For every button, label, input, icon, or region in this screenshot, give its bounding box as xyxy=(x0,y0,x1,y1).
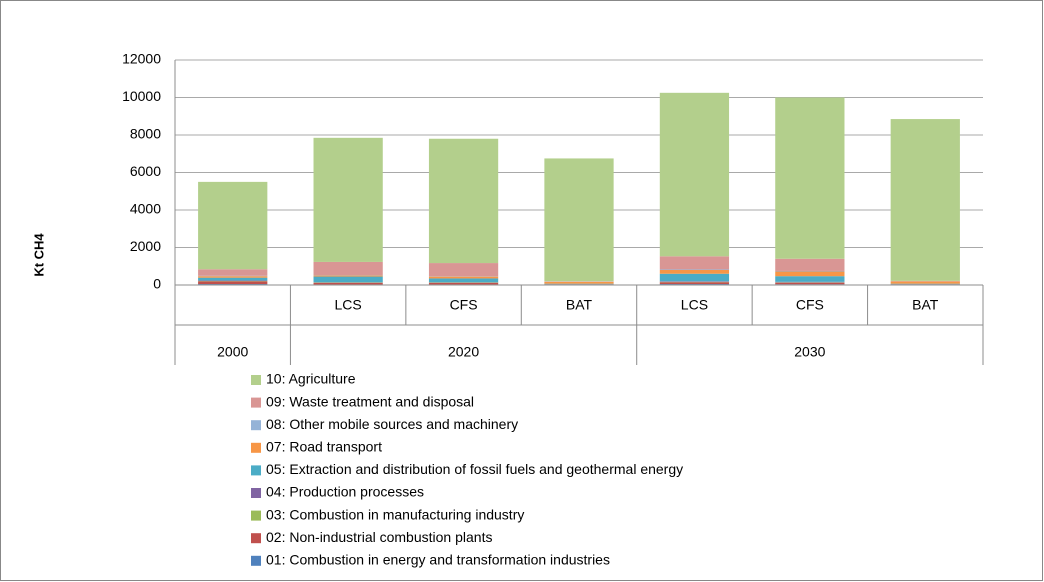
bar-segment xyxy=(428,276,499,279)
bar-segment xyxy=(544,158,614,282)
bar-segment xyxy=(775,271,845,277)
legend-swatch xyxy=(251,442,261,453)
y-tick-label: 10000 xyxy=(122,88,161,104)
legend-swatch xyxy=(251,488,261,498)
bar-segment xyxy=(313,275,383,277)
bar-segment xyxy=(775,97,845,259)
bar-segment xyxy=(428,282,499,285)
legend-swatch xyxy=(251,555,261,566)
bar-segment xyxy=(198,276,268,278)
bar-segment xyxy=(659,92,730,257)
legend-label: 07: Road transport xyxy=(266,439,382,455)
y-axis-label: Kt CH4 xyxy=(31,233,46,277)
bar-segment xyxy=(313,282,383,285)
x-tick-label: BAT xyxy=(912,297,939,313)
bar-segment xyxy=(659,281,730,282)
x-group-label: 2020 xyxy=(448,344,479,360)
x-tick-label: CFS xyxy=(450,297,478,313)
bar-segment xyxy=(775,282,845,285)
legend-swatch xyxy=(251,375,261,385)
legend-label: 05: Extraction and distribution of fossi… xyxy=(266,461,683,477)
y-tick-label: 8000 xyxy=(130,126,161,142)
legend-swatch xyxy=(251,533,261,544)
bar-segment xyxy=(198,181,268,270)
legend-label: 10: Agriculture xyxy=(266,371,356,387)
bar-segment xyxy=(198,269,268,276)
bar-segment xyxy=(313,261,383,276)
bar-segment xyxy=(198,281,268,285)
bar-segment xyxy=(428,263,499,277)
legend-label: 02: Non-industrial combustion plants xyxy=(266,529,492,545)
bar-segment xyxy=(659,282,730,285)
bar-segment xyxy=(659,269,730,270)
x-group-label: 2000 xyxy=(217,344,248,360)
bar-segment xyxy=(313,276,383,283)
bar-segment xyxy=(428,278,499,283)
legend-swatch xyxy=(251,420,261,431)
legend-swatch xyxy=(251,510,261,521)
y-tick-label: 4000 xyxy=(130,201,161,217)
bar-segment xyxy=(775,276,845,282)
x-group-label: 2030 xyxy=(794,344,825,360)
y-tick-label: 12000 xyxy=(122,51,161,67)
legend-label: 08: Other mobile sources and machinery xyxy=(266,416,518,432)
legend-label: 01: Combustion in energy and transformat… xyxy=(266,552,610,568)
bar-segment xyxy=(313,137,383,262)
y-tick-label: 0 xyxy=(153,276,161,292)
bar-segment xyxy=(428,138,499,264)
bar-segment xyxy=(890,281,960,284)
legend-label: 09: Waste treatment and disposal xyxy=(266,393,474,409)
bar-segment xyxy=(775,281,845,283)
bar-segment xyxy=(890,119,960,281)
x-tick-label: LCS xyxy=(681,297,708,313)
bar-segment xyxy=(775,270,845,272)
legend-swatch xyxy=(251,397,261,408)
legend-label: 04: Production processes xyxy=(266,484,424,500)
bar-segment xyxy=(544,281,614,284)
x-tick-label: BAT xyxy=(566,297,593,313)
bar-segment xyxy=(659,256,730,270)
y-tick-label: 2000 xyxy=(130,238,161,254)
bar-segment xyxy=(659,273,730,282)
y-tick-label: 6000 xyxy=(130,163,161,179)
x-tick-label: LCS xyxy=(335,297,362,313)
legend-swatch xyxy=(251,465,261,476)
legend-label: 03: Combustion in manufacturing industry xyxy=(266,506,524,522)
bar-segment xyxy=(659,270,730,274)
bar-segment xyxy=(198,277,268,281)
bar-segment xyxy=(775,258,845,271)
x-tick-label: CFS xyxy=(796,297,824,313)
